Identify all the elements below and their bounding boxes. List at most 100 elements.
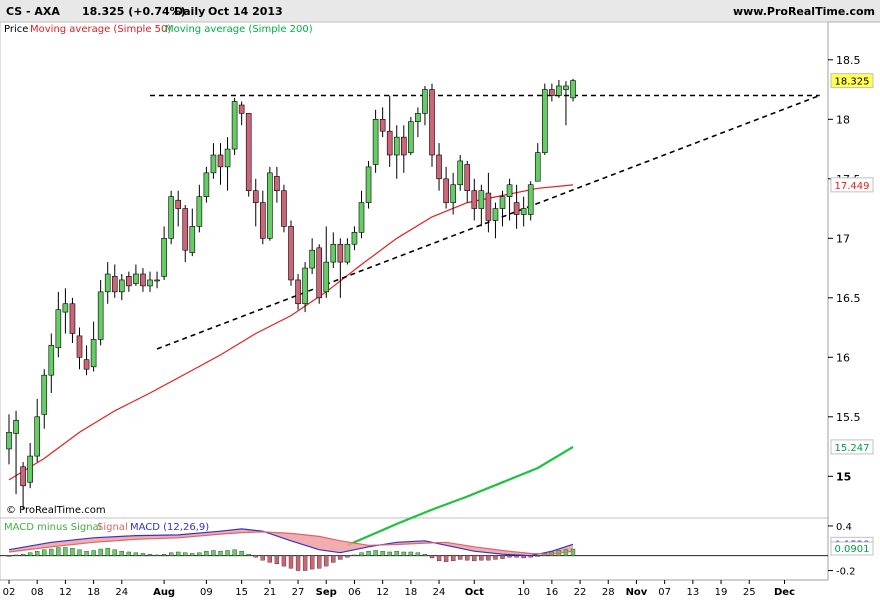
instrument-label: CS - AXA bbox=[6, 5, 60, 18]
macd-hist-bar bbox=[331, 555, 336, 563]
price-legend: Price Moving average (Simple 50) Moving … bbox=[4, 24, 313, 35]
macd-hist-bar bbox=[35, 551, 40, 556]
candle-body bbox=[309, 249, 315, 269]
candle bbox=[358, 190, 365, 239]
x-tick-label: Aug bbox=[153, 587, 175, 598]
candle bbox=[443, 166, 449, 209]
macd-hist-bar bbox=[98, 548, 103, 556]
macd-hist-bar bbox=[218, 551, 223, 556]
macd-hist-bar bbox=[472, 555, 477, 562]
candle bbox=[238, 101, 245, 126]
candle bbox=[386, 95, 393, 167]
price-tick-label: 17 bbox=[836, 232, 850, 245]
macd-hist-bar bbox=[133, 552, 139, 556]
candle-body bbox=[485, 192, 492, 221]
candle-body bbox=[34, 416, 41, 457]
candle-body bbox=[90, 339, 97, 368]
macd-hist-bar bbox=[267, 555, 273, 563]
candle-body bbox=[556, 85, 562, 96]
candle-body bbox=[140, 273, 146, 287]
candle-body bbox=[563, 85, 569, 90]
x-tick-label: 09 bbox=[200, 587, 213, 598]
macd-hist-bar bbox=[147, 554, 153, 556]
candle bbox=[478, 184, 485, 227]
candle-body bbox=[210, 154, 217, 174]
x-tick-label: 06 bbox=[348, 587, 361, 598]
macd-hist-bar bbox=[56, 547, 61, 556]
candle-body bbox=[281, 190, 287, 227]
candle bbox=[485, 172, 492, 233]
candle bbox=[111, 264, 118, 298]
price-tick-label: 15.5 bbox=[836, 411, 861, 424]
macd-hist-bar bbox=[465, 555, 470, 561]
candle-body bbox=[147, 279, 153, 287]
candle bbox=[175, 190, 181, 227]
site-label: www.ProRealTime.com bbox=[733, 5, 875, 18]
x-tick-label: Dec bbox=[774, 587, 795, 598]
candle-body bbox=[513, 202, 520, 215]
macd-label: 0.0901 bbox=[835, 544, 870, 555]
candle-body bbox=[400, 136, 407, 156]
macd-hist-bar bbox=[415, 552, 421, 556]
macd-hist-bar bbox=[359, 552, 364, 556]
macd-hist-bar bbox=[500, 555, 505, 559]
macd-hist-bar bbox=[274, 555, 280, 565]
candle bbox=[97, 279, 104, 346]
candle-body bbox=[83, 359, 90, 370]
macd-legend-hist: MACD minus Signal bbox=[4, 522, 101, 533]
candle bbox=[34, 398, 41, 463]
candle-body bbox=[104, 273, 111, 293]
macd-tick-label: -0.2 bbox=[836, 567, 856, 578]
candle bbox=[90, 321, 97, 372]
candle bbox=[147, 271, 153, 292]
candle bbox=[245, 113, 252, 197]
candle-body bbox=[443, 178, 449, 203]
candle bbox=[62, 288, 69, 334]
candle-body bbox=[436, 154, 442, 180]
candle bbox=[83, 345, 90, 376]
candle-body bbox=[323, 261, 330, 293]
candle bbox=[48, 333, 55, 393]
candle bbox=[203, 166, 210, 203]
macd-hist-bar bbox=[387, 551, 392, 556]
candle-body bbox=[492, 208, 499, 221]
x-tick-label: 27 bbox=[292, 587, 305, 598]
candle bbox=[436, 143, 442, 191]
macd-hist-bar bbox=[450, 555, 456, 562]
macd-hist-bar bbox=[140, 553, 146, 556]
x-tick-label: Oct bbox=[465, 587, 484, 598]
macd-legend-signal: Signal bbox=[97, 522, 128, 533]
candle-body bbox=[154, 279, 160, 282]
candle bbox=[492, 202, 499, 239]
x-tick-label: 25 bbox=[743, 587, 756, 598]
candle bbox=[323, 226, 330, 298]
candle bbox=[534, 143, 541, 182]
price-label-box bbox=[830, 73, 874, 89]
candle-body bbox=[126, 276, 132, 287]
date-label: Oct 14 2013 bbox=[208, 5, 283, 18]
candle-body bbox=[41, 374, 48, 415]
macd-hist-bar bbox=[288, 555, 294, 569]
candle-body bbox=[231, 101, 238, 150]
candle bbox=[393, 125, 400, 179]
legend-ma200: Moving average (Simple 200) bbox=[165, 24, 313, 35]
candle-body bbox=[386, 130, 393, 156]
legend-ma50: Moving average (Simple 50) bbox=[30, 24, 171, 35]
macd-line bbox=[8, 528, 574, 557]
x-tick-label: 13 bbox=[686, 587, 699, 598]
candle bbox=[210, 143, 217, 179]
candle bbox=[549, 83, 555, 102]
macd-hist-bar bbox=[239, 551, 244, 556]
price-tick-label: 15 bbox=[836, 470, 851, 483]
candle-body bbox=[527, 184, 534, 215]
candle-body bbox=[48, 345, 55, 376]
macd-hist-bar bbox=[176, 551, 181, 556]
candle-body bbox=[393, 136, 400, 156]
candle bbox=[6, 414, 12, 465]
macd-hist-bar bbox=[479, 555, 484, 561]
candle bbox=[400, 125, 407, 173]
candle bbox=[330, 232, 337, 269]
candle bbox=[541, 83, 548, 155]
macd-hist-bar bbox=[13, 554, 19, 556]
